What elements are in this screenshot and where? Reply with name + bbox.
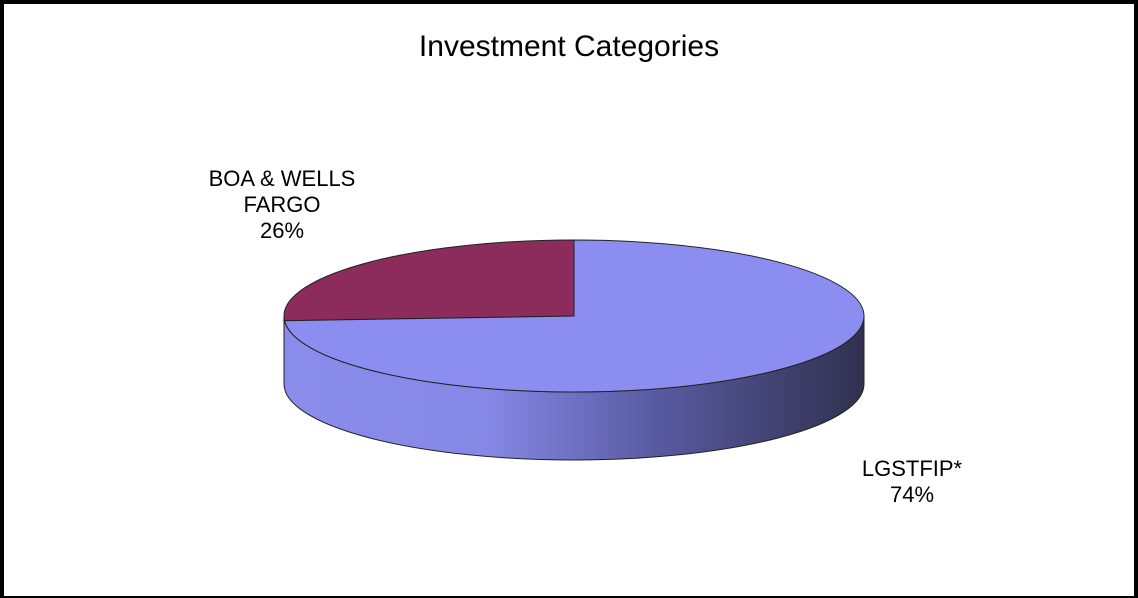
chart-title: Investment Categories bbox=[418, 30, 720, 63]
pie-slice-lgstfip bbox=[283, 239, 865, 393]
pie-slice-boa-wells-fargo bbox=[283, 239, 575, 322]
slice-value-label: 26% bbox=[259, 218, 305, 243]
slice-value-label: 74% bbox=[889, 482, 935, 507]
slice-label-lgstfip: LGSTFIP* 74% bbox=[822, 456, 1002, 508]
pie-group bbox=[283, 239, 865, 461]
slice-name-line-1: LGSTFIP* bbox=[861, 456, 963, 481]
slice-name-line-1: BOA & WELLS bbox=[208, 166, 356, 191]
slice-label-boa-wells-fargo: BOA & WELLS FARGO 26% bbox=[182, 166, 382, 244]
slice-name-line-2: FARGO bbox=[243, 192, 321, 217]
